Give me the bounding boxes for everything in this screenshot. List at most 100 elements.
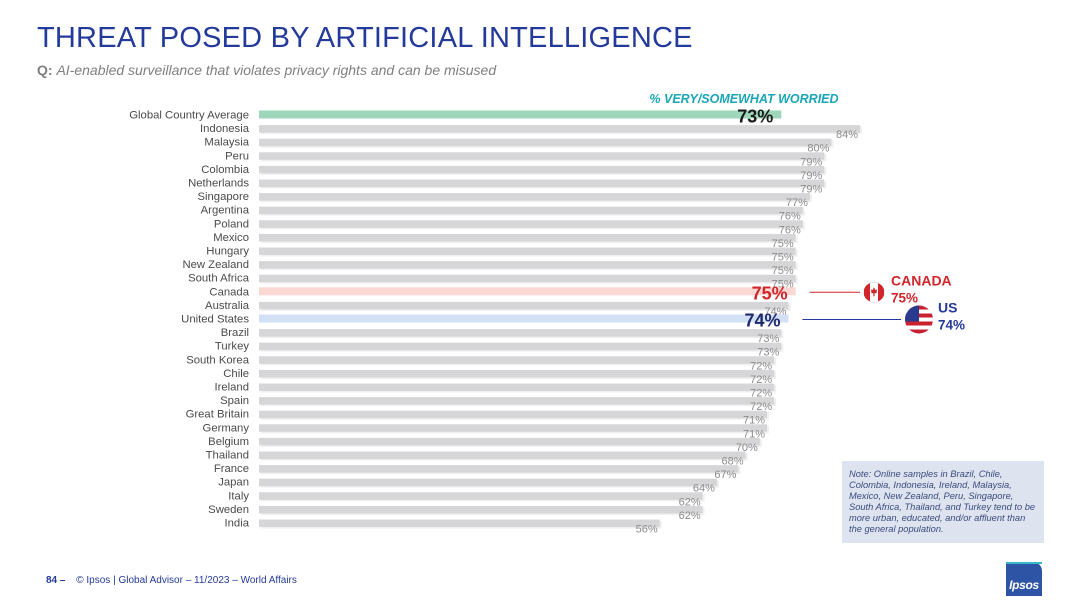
ipsos-logo: Ipsos: [1006, 562, 1042, 596]
bar-italy: [259, 492, 703, 500]
bar-new-zealand: [259, 261, 796, 269]
bar-ireland: [259, 383, 775, 391]
bar-australia: [259, 301, 789, 310]
category-label-germany: Germany: [203, 422, 250, 434]
footer-source: © Ipsos | Global Advisor – 11/2023 – Wor…: [76, 575, 297, 586]
category-label-poland: Poland: [214, 218, 249, 230]
bar-poland: [259, 220, 803, 228]
bar-france: [259, 465, 739, 473]
page-title: THREAT POSED BY ARTIFICIAL INTELLIGENCE: [37, 22, 693, 54]
category-label-chile: Chile: [223, 368, 249, 380]
value-label-turkey: 73%: [757, 347, 779, 359]
category-label-south-africa: South Africa: [188, 273, 250, 285]
category-label-ireland: Ireland: [214, 382, 249, 394]
bar-thailand: [259, 451, 746, 459]
us-flag-icon: [905, 305, 933, 334]
bar-great-britain: [259, 410, 768, 419]
category-label-new-zealand: New Zealand: [182, 259, 249, 271]
bar-turkey: [259, 342, 782, 351]
category-label-canada: Canada: [209, 286, 249, 298]
category-label-sweden: Sweden: [208, 504, 249, 516]
bar-belgium: [259, 437, 760, 446]
value-label-brazil: 73%: [757, 333, 779, 345]
bar-south-korea: [259, 356, 775, 364]
bar-malaysia: [259, 138, 832, 147]
bar-united-states: [259, 314, 789, 323]
bar-germany: [259, 424, 768, 432]
category-label-thailand: Thailand: [206, 450, 249, 462]
bar-south-africa: [259, 274, 796, 283]
category-label-brazil: Brazil: [221, 327, 249, 339]
category-label-australia: Australia: [205, 300, 250, 312]
callout-name-united-states: US: [938, 300, 957, 316]
value-label-poland: 76%: [779, 224, 801, 236]
category-label-spain: Spain: [220, 395, 249, 407]
bar-argentina: [259, 206, 803, 215]
value-label-singapore: 77%: [786, 197, 808, 209]
category-label-global-country-average: Global Country Average: [129, 110, 249, 122]
value-label-indonesia: 84%: [836, 129, 858, 141]
value-label-malaysia: 80%: [807, 143, 829, 155]
category-label-malaysia: Malaysia: [204, 137, 249, 149]
value-label-sweden: 62%: [679, 510, 701, 522]
value-label-thailand: 68%: [722, 456, 744, 468]
series-header: % VERY/SOMEWHAT WORRIED: [649, 92, 839, 106]
footnote: Note: Online samples in Brazil, Chile, C…: [842, 461, 1044, 543]
callout-value-canada: 75%: [891, 290, 918, 305]
category-label-netherlands: Netherlands: [188, 178, 249, 190]
bar-chile: [259, 369, 775, 378]
bar-sweden: [259, 505, 703, 514]
value-label-france: 67%: [714, 469, 736, 481]
category-label-italy: Italy: [228, 490, 249, 502]
bar-colombia: [259, 165, 825, 174]
value-label-south-korea: 72%: [750, 360, 772, 372]
category-label-south-korea: South Korea: [186, 354, 250, 366]
bar-peru: [259, 152, 825, 160]
category-label-mexico: Mexico: [213, 232, 249, 244]
category-label-colombia: Colombia: [201, 164, 249, 176]
bar-brazil: [259, 329, 782, 337]
bar-canada: [259, 287, 796, 296]
bar-india: [259, 519, 660, 527]
category-label-peru: Peru: [225, 150, 249, 162]
value-label-chile: 72%: [750, 374, 772, 386]
value-label-hungary: 75%: [772, 252, 794, 264]
value-label-colombia: 79%: [800, 170, 822, 182]
value-label-netherlands: 79%: [800, 184, 822, 196]
bar-netherlands: [259, 179, 825, 187]
bar-indonesia: [259, 125, 861, 133]
page-number: 84 –: [46, 575, 66, 586]
bar-hungary: [259, 247, 796, 255]
category-label-france: France: [214, 463, 249, 475]
category-label-belgium: Belgium: [208, 436, 249, 448]
question-label: Q:: [37, 62, 53, 78]
value-label-united-states: 74%: [744, 311, 780, 331]
bar-mexico: [259, 233, 796, 242]
bar-global-country-average: [259, 110, 782, 119]
canada-flag-icon: [863, 281, 885, 303]
value-label-italy: 62%: [679, 496, 701, 508]
value-label-india: 56%: [636, 524, 658, 536]
value-label-japan: 64%: [693, 483, 715, 495]
value-label-argentina: 76%: [779, 211, 801, 223]
question: Q: AI-enabled surveillance that violates…: [37, 62, 496, 78]
value-label-belgium: 70%: [736, 442, 758, 454]
category-label-united-states: United States: [181, 314, 249, 326]
value-label-new-zealand: 75%: [772, 265, 794, 277]
category-label-hungary: Hungary: [206, 246, 249, 258]
footer: 84 – © Ipsos | Global Advisor – 11/2023 …: [46, 575, 297, 586]
category-label-argentina: Argentina: [201, 205, 250, 217]
category-label-great-britain: Great Britain: [186, 409, 249, 421]
value-label-spain: 72%: [750, 401, 772, 413]
value-label-ireland: 72%: [750, 388, 772, 400]
bar-japan: [259, 478, 717, 487]
category-label-japan: Japan: [218, 477, 249, 489]
value-label-global-country-average: 73%: [737, 107, 773, 127]
bar-spain: [259, 397, 775, 405]
category-label-india: India: [225, 518, 250, 530]
bar-singapore: [259, 193, 810, 201]
value-label-germany: 71%: [743, 428, 765, 440]
category-label-turkey: Turkey: [215, 341, 249, 353]
category-label-indonesia: Indonesia: [200, 123, 250, 135]
